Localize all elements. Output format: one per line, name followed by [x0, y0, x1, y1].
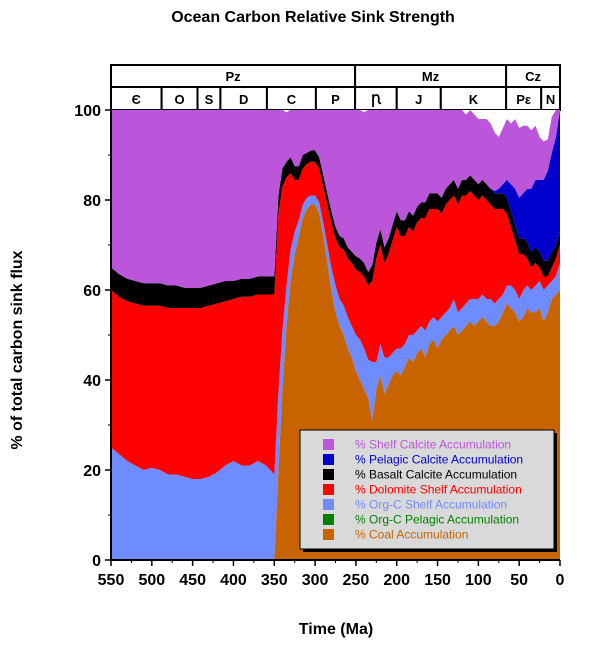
legend-swatch — [323, 469, 334, 480]
area-dolomite-shelf-accumulation — [111, 161, 560, 480]
area-shelf-calcite-accumulation — [111, 110, 560, 288]
y-axis-label: % of total carbon sink flux — [9, 250, 26, 449]
y-tick-label: 20 — [83, 463, 101, 480]
y-tick-label: 60 — [83, 283, 101, 300]
y-tick-label: 40 — [83, 373, 101, 390]
period-label: K — [469, 92, 479, 107]
legend-label: % Shelf Calcite Accumulation — [355, 438, 511, 452]
era-label: Cz — [525, 69, 541, 84]
x-tick-label: 200 — [383, 572, 410, 589]
chart-legend: % Shelf Calcite Accumulation% Pelagic Ca… — [299, 429, 557, 552]
geologic-timescale: Pz Mz Cz Є O S D C P Ꞃ J K Pε N — [110, 64, 561, 111]
x-tick-label: 150 — [424, 572, 451, 589]
y-tick-label: 0 — [92, 553, 101, 570]
x-tick-label: 400 — [220, 572, 247, 589]
legend-swatch — [323, 439, 334, 450]
legend-label: % Coal Accumulation — [355, 528, 468, 542]
legend-label: % Org-C Pelagic Accumulation — [355, 513, 519, 527]
period-label: S — [205, 92, 214, 107]
x-tick-label: 550 — [98, 572, 125, 589]
legend-swatch — [323, 484, 334, 495]
x-axis-label: Time (Ma) — [299, 621, 373, 638]
period-label: D — [239, 92, 248, 107]
y-tick-label: 80 — [83, 193, 101, 210]
era-label: Mz — [422, 69, 440, 84]
x-tick-label: 350 — [261, 572, 288, 589]
x-tick-label: 50 — [510, 572, 528, 589]
legend-swatch — [323, 529, 334, 540]
chart-title: Ocean Carbon Relative Sink Strength — [171, 9, 455, 26]
period-label: Pε — [516, 92, 531, 107]
legend-label: % Pelagic Calcite Accumulation — [355, 453, 523, 467]
legend-label: % Org-C Shelf Accumulation — [355, 498, 507, 512]
period-label: Є — [132, 92, 141, 107]
legend-swatch — [323, 454, 334, 465]
period-label: Ꞃ — [371, 92, 382, 107]
period-label: J — [415, 92, 422, 107]
y-tick-label: 100 — [74, 103, 101, 120]
legend-swatch — [323, 499, 334, 510]
x-tick-label: 100 — [465, 572, 492, 589]
area-org-c-shelf-accumulation — [111, 195, 560, 560]
period-label: P — [331, 92, 340, 107]
period-label: O — [175, 92, 185, 107]
x-tick-label: 0 — [556, 572, 565, 589]
x-tick-label: 450 — [179, 572, 206, 589]
x-tick-label: 500 — [138, 572, 165, 589]
period-label: N — [546, 92, 555, 107]
legend-label: % Dolomite Shelf Accumulation — [355, 483, 522, 497]
area-basalt-calcite-accumulation — [111, 150, 560, 308]
x-tick-label: 300 — [302, 572, 329, 589]
legend-swatch — [323, 514, 334, 525]
legend-label: % Basalt Calcite Accumulation — [355, 468, 517, 482]
x-tick-label: 250 — [343, 572, 370, 589]
legend-box — [299, 429, 555, 550]
period-label: C — [287, 92, 297, 107]
era-label: Pz — [225, 69, 241, 84]
